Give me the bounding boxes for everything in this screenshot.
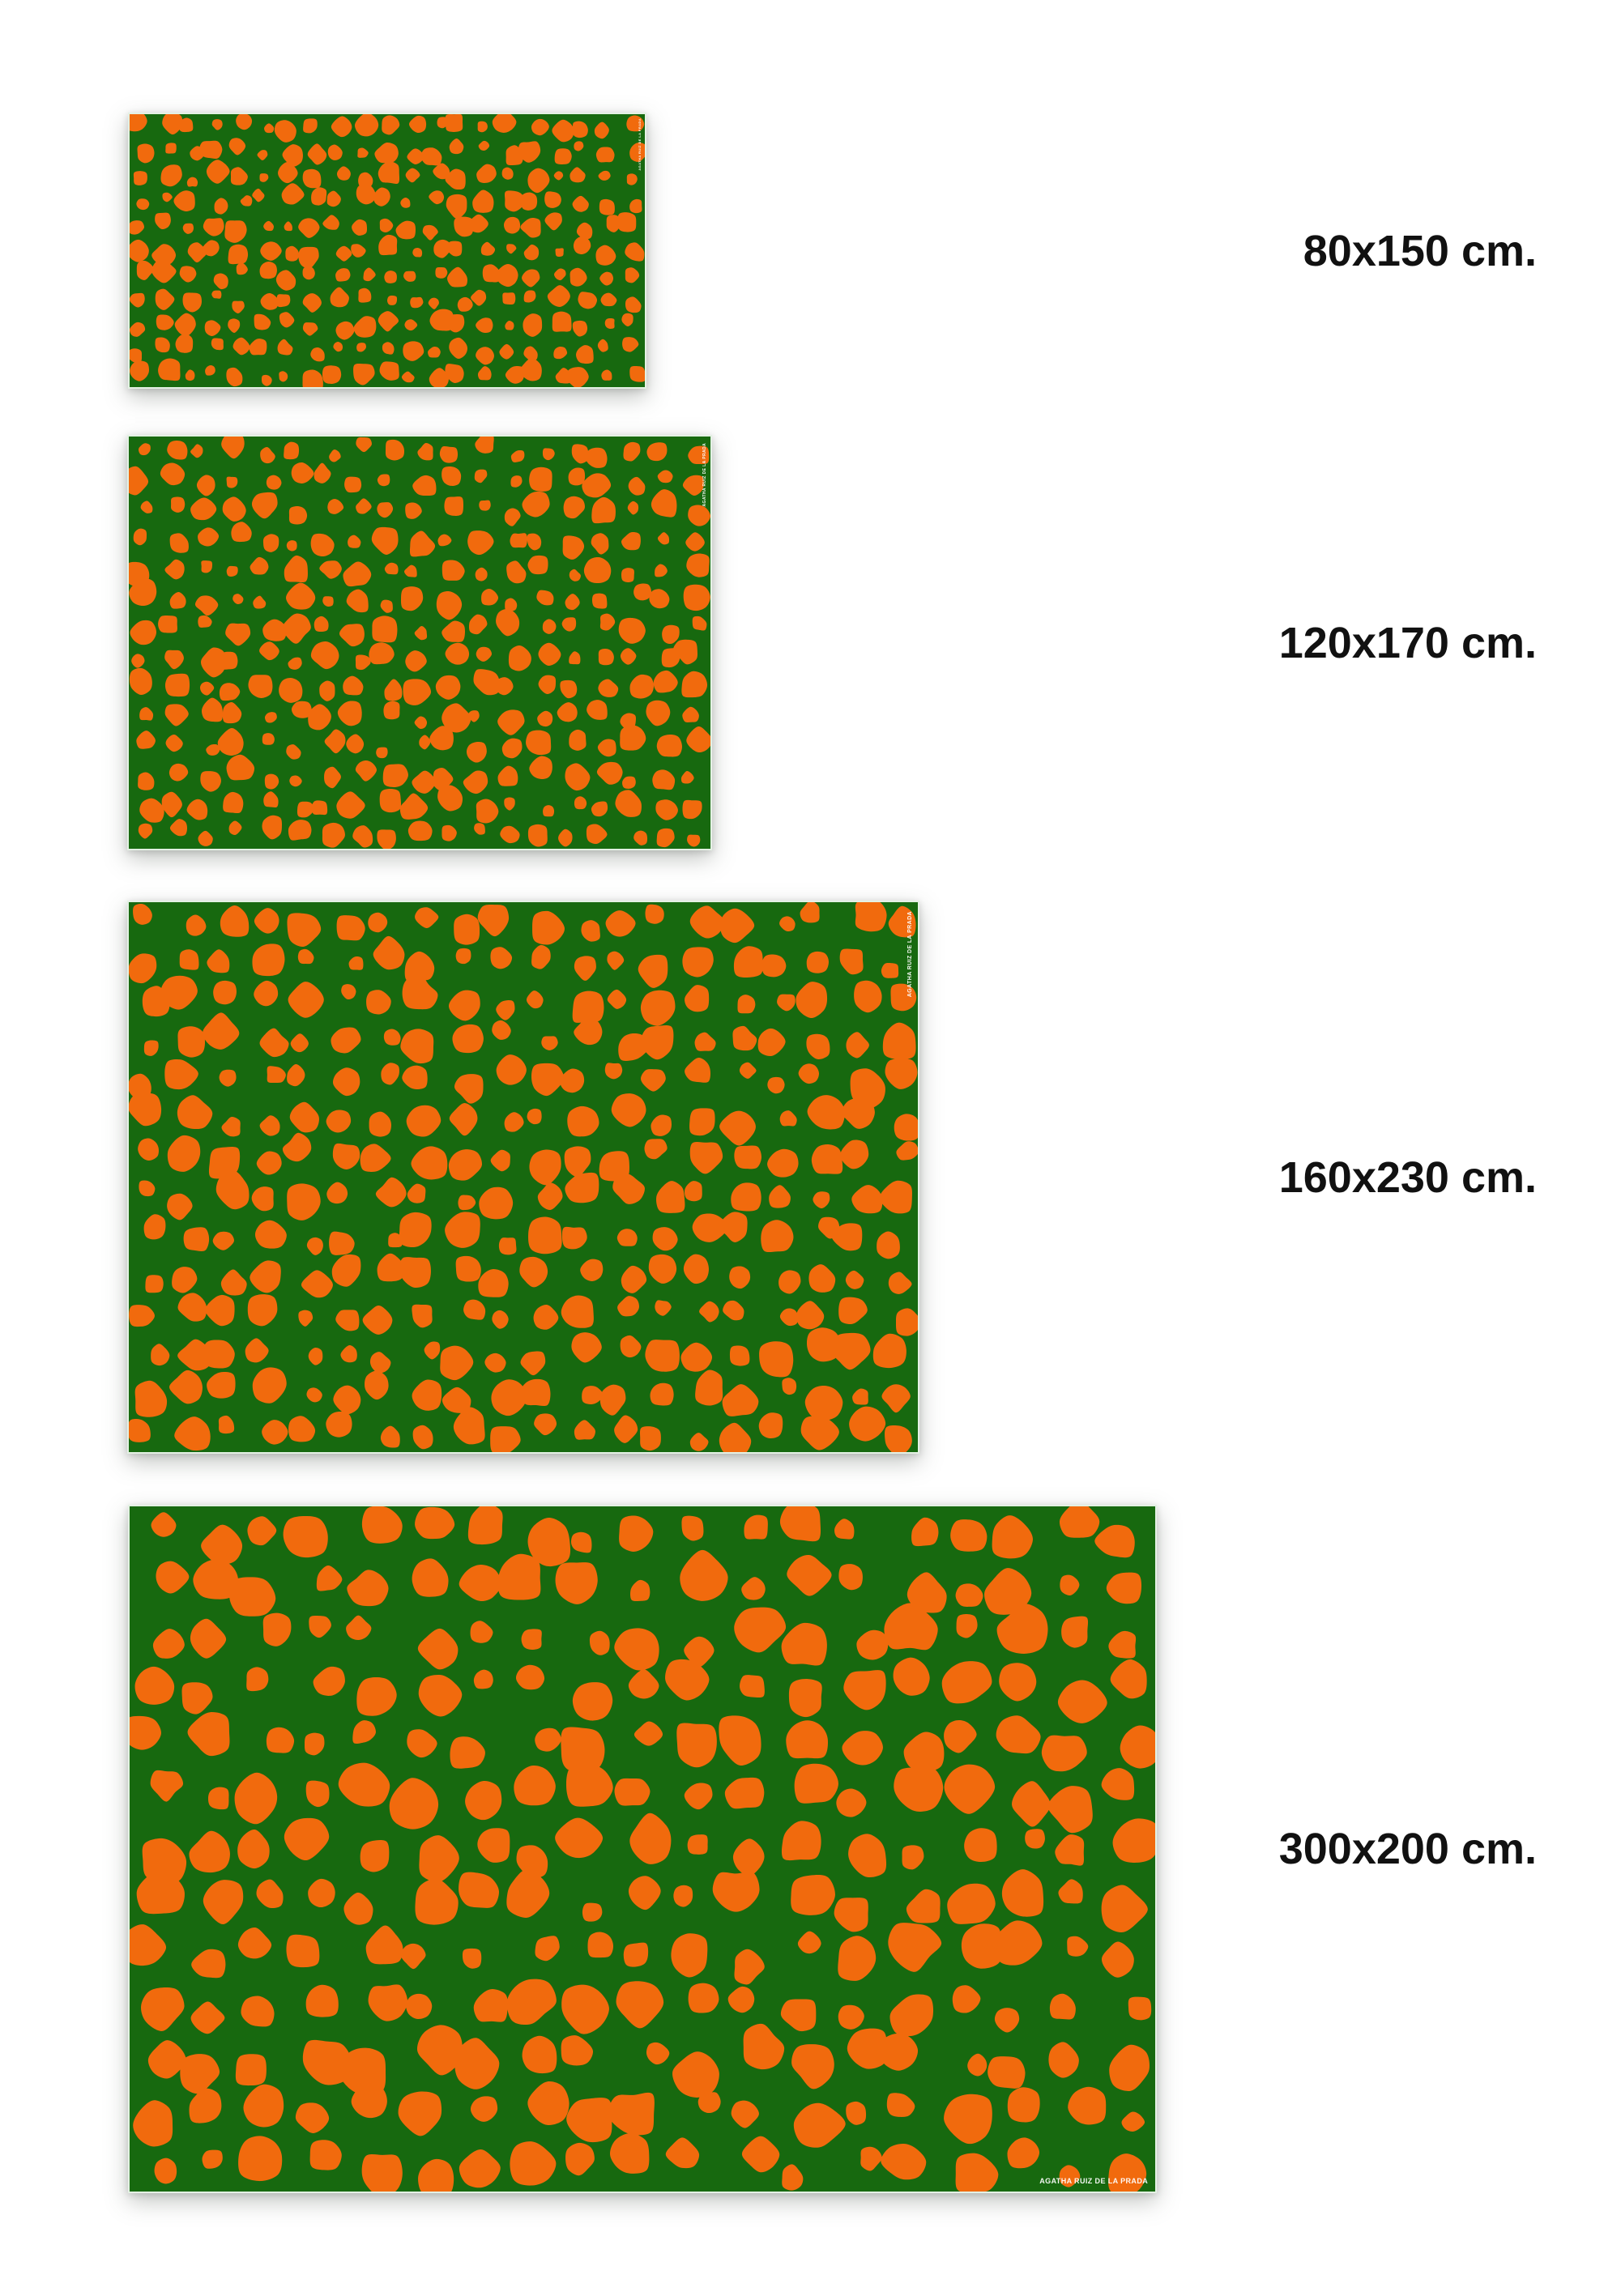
brand-label: AGATHA RUIZ DE LA PRADA [907, 910, 914, 998]
rug-swatch: AGATHA RUIZ DE LA PRADA [128, 113, 646, 389]
rug-dot-pattern [130, 114, 645, 387]
brand-label: AGATHA RUIZ DE LA PRADA [702, 443, 707, 507]
rug-size-label-80x150: 80x150 cm. [1303, 226, 1537, 275]
rug-dot-pattern [130, 1506, 1155, 2192]
rug-swatch: AGATHA RUIZ DE LA PRADA [128, 1505, 1157, 2193]
rug-dot-pattern [129, 437, 710, 849]
rug-dot-pattern [129, 902, 918, 1452]
rug-swatch: AGATHA RUIZ DE LA PRADA [127, 435, 712, 850]
rug-size-label-160x230: 160x230 cm. [1278, 1152, 1537, 1202]
brand-label: AGATHA RUIZ DE LA PRADA [1039, 2176, 1149, 2185]
rug-size-label-300x200: 300x200 cm. [1278, 1825, 1537, 1873]
brand-label: AGATHA RUIZ DE LA PRADA [638, 118, 642, 171]
rug-size-label-120x170: 120x170 cm. [1278, 618, 1537, 667]
rug-swatch: AGATHA RUIZ DE LA PRADA [127, 901, 919, 1454]
